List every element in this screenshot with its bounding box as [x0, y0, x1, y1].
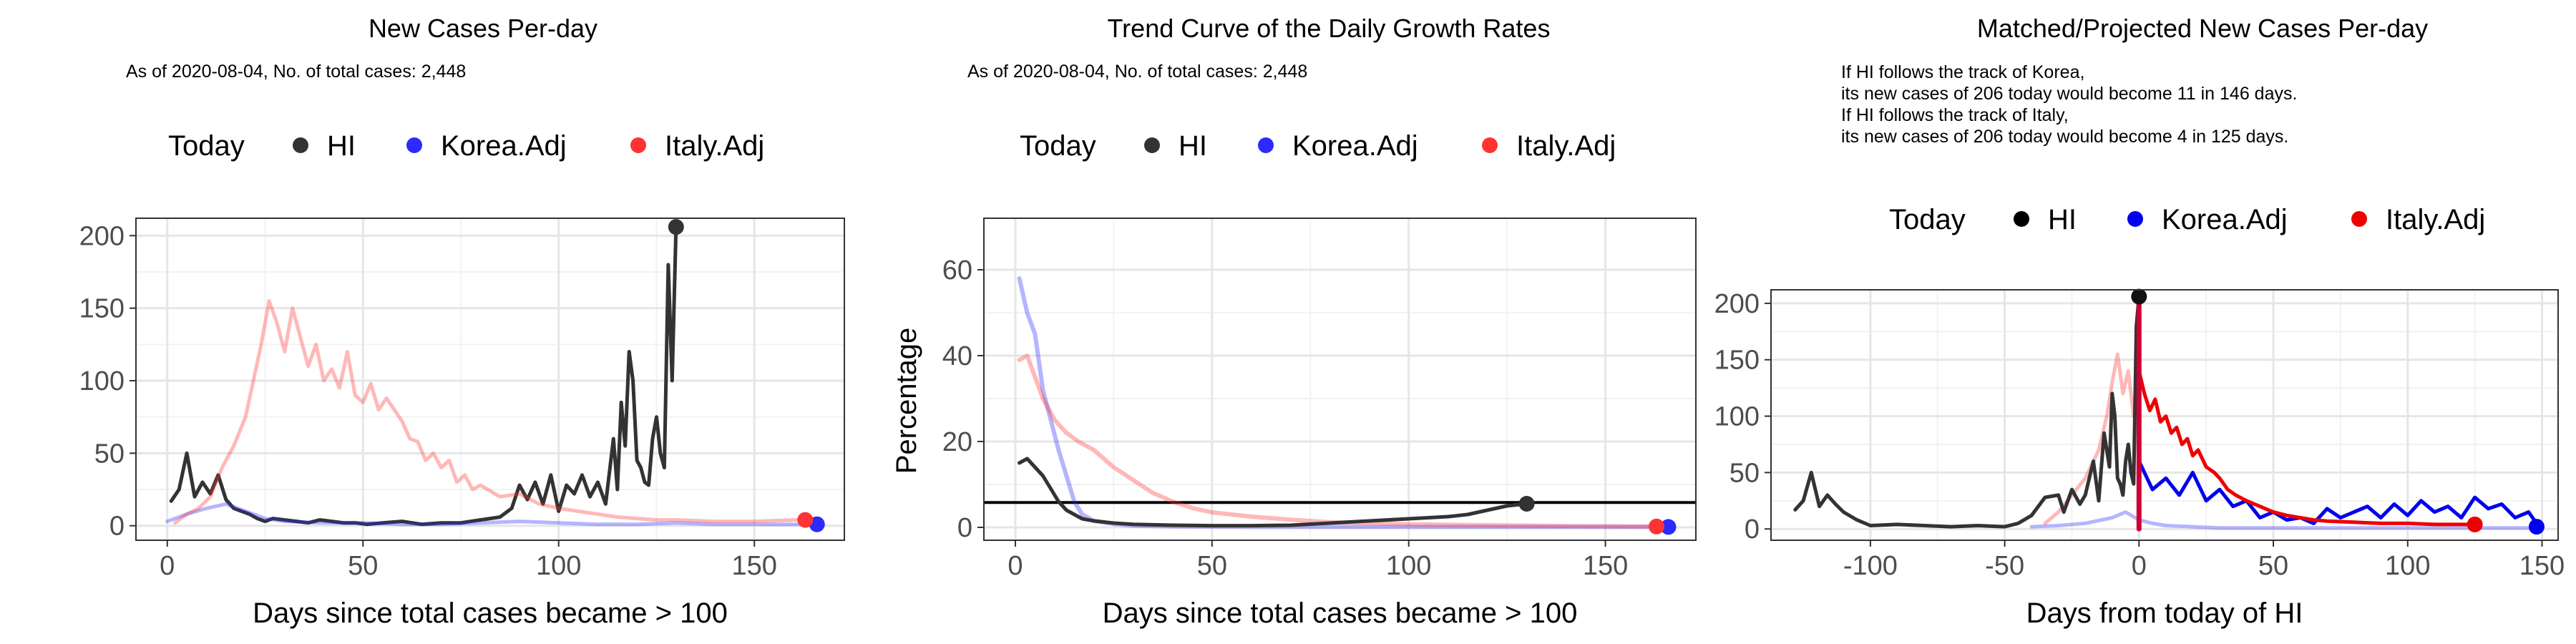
legend-key-hi [1144, 137, 1160, 153]
legend-title: Today [168, 130, 245, 162]
legend-key-italy-adj [1482, 137, 1498, 153]
gridlines [136, 218, 844, 540]
x-tick-label: 100 [2385, 551, 2430, 581]
chart-subtitle-line: As of 2020-08-04, No. of total cases: 2,… [126, 62, 466, 82]
legend-key-korea-adj [1258, 137, 1274, 153]
series-line-korea-adj [2137, 459, 2539, 525]
chart-subtitle-line: If HI follows the track of Italy, [1841, 105, 2069, 125]
legend-label: HI [2048, 204, 2077, 235]
legend: Today HI Korea.Adj Italy.Adj [1889, 204, 2485, 235]
legend-label: Korea.Adj [441, 130, 567, 162]
legend-key-hi [293, 137, 308, 153]
x-tick-label: -50 [1985, 551, 2024, 581]
legend-key-italy-adj [2351, 211, 2367, 227]
legend-label: Korea.Adj [1292, 130, 1418, 162]
series-point-italy-adj [797, 512, 814, 528]
chart-title: New Cases Per-day [369, 14, 597, 43]
series-point-korea-adj [1660, 519, 1677, 535]
plot-border [135, 218, 845, 541]
series-line-hi [1018, 457, 1529, 528]
y-tick-label: 0 [109, 512, 125, 542]
x-tick-label: 0 [2132, 551, 2147, 581]
legend-label: Italy.Adj [2386, 204, 2485, 235]
plot-border [1770, 289, 2559, 541]
legend-title: Today [1889, 204, 1966, 235]
x-tick-label: 100 [536, 551, 581, 581]
y-tick-label: 0 [957, 513, 972, 543]
series-layer [984, 276, 1696, 530]
y-tick-label: 200 [1714, 289, 1760, 319]
plot-area [984, 218, 1696, 540]
x-axis-title: Days since total cases became > 100 [1103, 597, 1578, 629]
legend-label: HI [1179, 130, 1207, 162]
x-tick-label: 50 [2258, 551, 2288, 581]
y-tick-label: 150 [79, 294, 125, 324]
gridlines [984, 218, 1696, 540]
chart-title: Matched/Projected New Cases Per-day [1977, 14, 2428, 43]
x-tick-label: 150 [2519, 551, 2565, 581]
series-point-hi [1518, 496, 1535, 512]
series-line-hi [169, 225, 678, 527]
y-tick-label: 150 [1714, 346, 1760, 376]
legend-label: Italy.Adj [1516, 130, 1616, 162]
chart-subtitle-line: As of 2020-08-04, No. of total cases: 2,… [967, 62, 1307, 82]
legend: Today HI Korea.Adj Italy.Adj [1020, 130, 1616, 162]
chart-subtitle-line: its new cases of 206 today would become … [1841, 127, 2288, 147]
series-line-italy-adj [1017, 353, 1659, 529]
legend-key-italy-adj [630, 137, 646, 153]
y-axis-title: Percentage [891, 328, 922, 474]
legend-key-korea-adj [2127, 211, 2143, 227]
chart-panel-1: New Cases Per-day As of 2020-08-04, No. o… [79, 14, 845, 629]
series-layer [165, 225, 819, 527]
series-point-korea-adj [2528, 519, 2545, 535]
series-point-italy-adj [1649, 518, 1665, 535]
legend-key-hi [2014, 211, 2029, 227]
x-axis-title: Days since total cases became > 100 [253, 597, 728, 629]
x-axis-title: Days from today of HI [2026, 597, 2303, 629]
y-tick-label: 100 [79, 366, 125, 396]
chart-title: Trend Curve of the Daily Growth Rates [1108, 14, 1551, 43]
y-tick-label: 40 [942, 341, 972, 371]
series-line-italy-adj [173, 299, 807, 525]
series-point-hi [668, 219, 684, 235]
legend-label: Korea.Adj [2162, 204, 2288, 235]
series-line-italy-adj [2137, 369, 2477, 527]
series-point-hi-today [2131, 288, 2147, 305]
x-tick-label: 50 [348, 551, 378, 581]
legend: Today HI Korea.Adj Italy.Adj [168, 130, 764, 162]
series-line-korea-adj [2029, 510, 2544, 530]
y-tick-label: 20 [942, 427, 972, 457]
x-tick-label: 0 [160, 551, 175, 581]
x-tick-label: 0 [1008, 551, 1023, 581]
y-tick-label: 60 [942, 255, 972, 286]
legend-key-korea-adj [406, 137, 422, 153]
chart-panel-2: Trend Curve of the Daily Growth Rates As … [891, 14, 1697, 629]
plot-border [983, 218, 1697, 541]
chart-subtitle-line: its new cases of 206 today would become … [1841, 84, 2297, 104]
series-line-hi [1793, 295, 2141, 529]
y-tick-label: 0 [1745, 514, 1760, 545]
x-tick-label: 150 [731, 551, 776, 581]
y-tick-label: 100 [1714, 402, 1760, 432]
legend-label: HI [327, 130, 356, 162]
legend-title: Today [1020, 130, 1096, 162]
x-tick-label: 100 [1386, 551, 1431, 581]
y-tick-label: 50 [1729, 458, 1760, 488]
chart-panel-3: Matched/Projected New Cases Per-day If HI… [1714, 14, 2565, 629]
series-layer [1793, 294, 2544, 532]
x-tick-label: -100 [1843, 551, 1898, 581]
y-tick-label: 50 [94, 439, 125, 469]
chart-subtitle-line: If HI follows the track of Korea, [1841, 62, 2084, 82]
y-tick-label: 200 [79, 221, 125, 251]
legend-label: Italy.Adj [665, 130, 764, 162]
x-tick-label: 50 [1197, 551, 1227, 581]
series-line-korea-adj [165, 502, 819, 527]
x-tick-label: 150 [1583, 551, 1628, 581]
series-point-italy-adj [2467, 516, 2483, 532]
